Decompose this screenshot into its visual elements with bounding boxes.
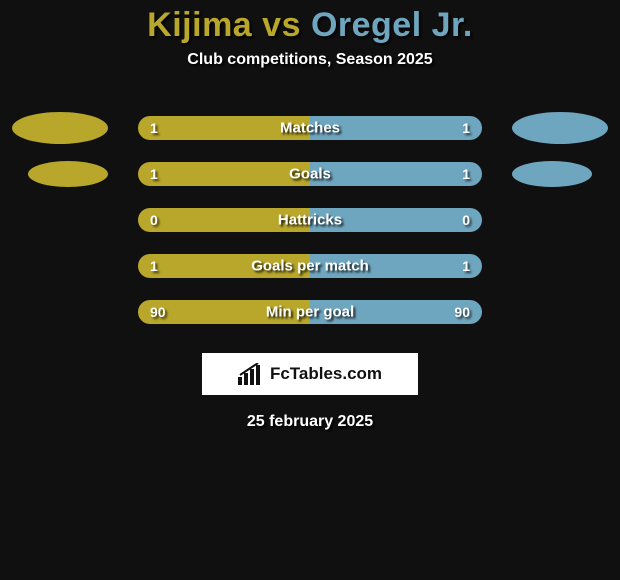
subtitle: Club competitions, Season 2025: [0, 51, 620, 69]
stat-bar-seg-b: 1: [310, 116, 482, 140]
stat-bar-seg-a: 1: [138, 162, 310, 186]
stat-value-a: 1: [150, 120, 158, 136]
stat-bar-seg-a: 90: [138, 300, 310, 324]
player-b-blob: [512, 161, 592, 187]
stat-bar: 11: [138, 254, 482, 278]
stat-bar: 00: [138, 208, 482, 232]
stat-value-a: 90: [150, 304, 166, 320]
stat-value-b: 90: [454, 304, 470, 320]
stat-bar: 11: [138, 116, 482, 140]
title-player-a: Kijima: [147, 6, 252, 44]
player-a-blob: [12, 112, 108, 144]
stat-bar-seg-a: 1: [138, 254, 310, 278]
stat-bar: 11: [138, 162, 482, 186]
player-a-blob: [28, 161, 108, 187]
stat-bar-seg-b: 1: [310, 254, 482, 278]
player-b-blob: [512, 112, 608, 144]
brand-badge: FcTables.com: [202, 353, 418, 395]
stat-value-a: 0: [150, 212, 158, 228]
stat-bar-seg-a: 1: [138, 116, 310, 140]
date-text: 25 february 2025: [0, 413, 620, 431]
stat-value-b: 0: [462, 212, 470, 228]
page-title: Kijima vs Oregel Jr.: [0, 6, 620, 45]
stat-bar-seg-b: 90: [310, 300, 482, 324]
comparison-infographic: Kijima vs Oregel Jr. Club competitions, …: [0, 0, 620, 580]
stat-row: 9090Min per goal: [0, 289, 620, 335]
stat-value-b: 1: [462, 166, 470, 182]
stat-bar-seg-a: 0: [138, 208, 310, 232]
stat-row: 11Goals per match: [0, 243, 620, 289]
stat-bar: 90 90: [138, 300, 482, 324]
stat-row: 00Hattricks: [0, 197, 620, 243]
bar-chart-icon: [238, 363, 264, 385]
stat-row: 11Matches: [0, 105, 620, 151]
brand-text: FcTables.com: [270, 364, 382, 384]
title-player-b: Oregel Jr.: [311, 6, 473, 44]
stat-bar-seg-b: 0: [310, 208, 482, 232]
stat-row: 11Goals: [0, 151, 620, 197]
stat-value-a: 1: [150, 166, 158, 182]
stat-rows: 11Matches11Goals00Hattricks11Goals per m…: [0, 105, 620, 335]
title-separator: vs: [252, 6, 311, 44]
stat-bar-seg-b: 1: [310, 162, 482, 186]
stat-value-b: 1: [462, 120, 470, 136]
stat-value-b: 1: [462, 258, 470, 274]
stat-value-a: 1: [150, 258, 158, 274]
